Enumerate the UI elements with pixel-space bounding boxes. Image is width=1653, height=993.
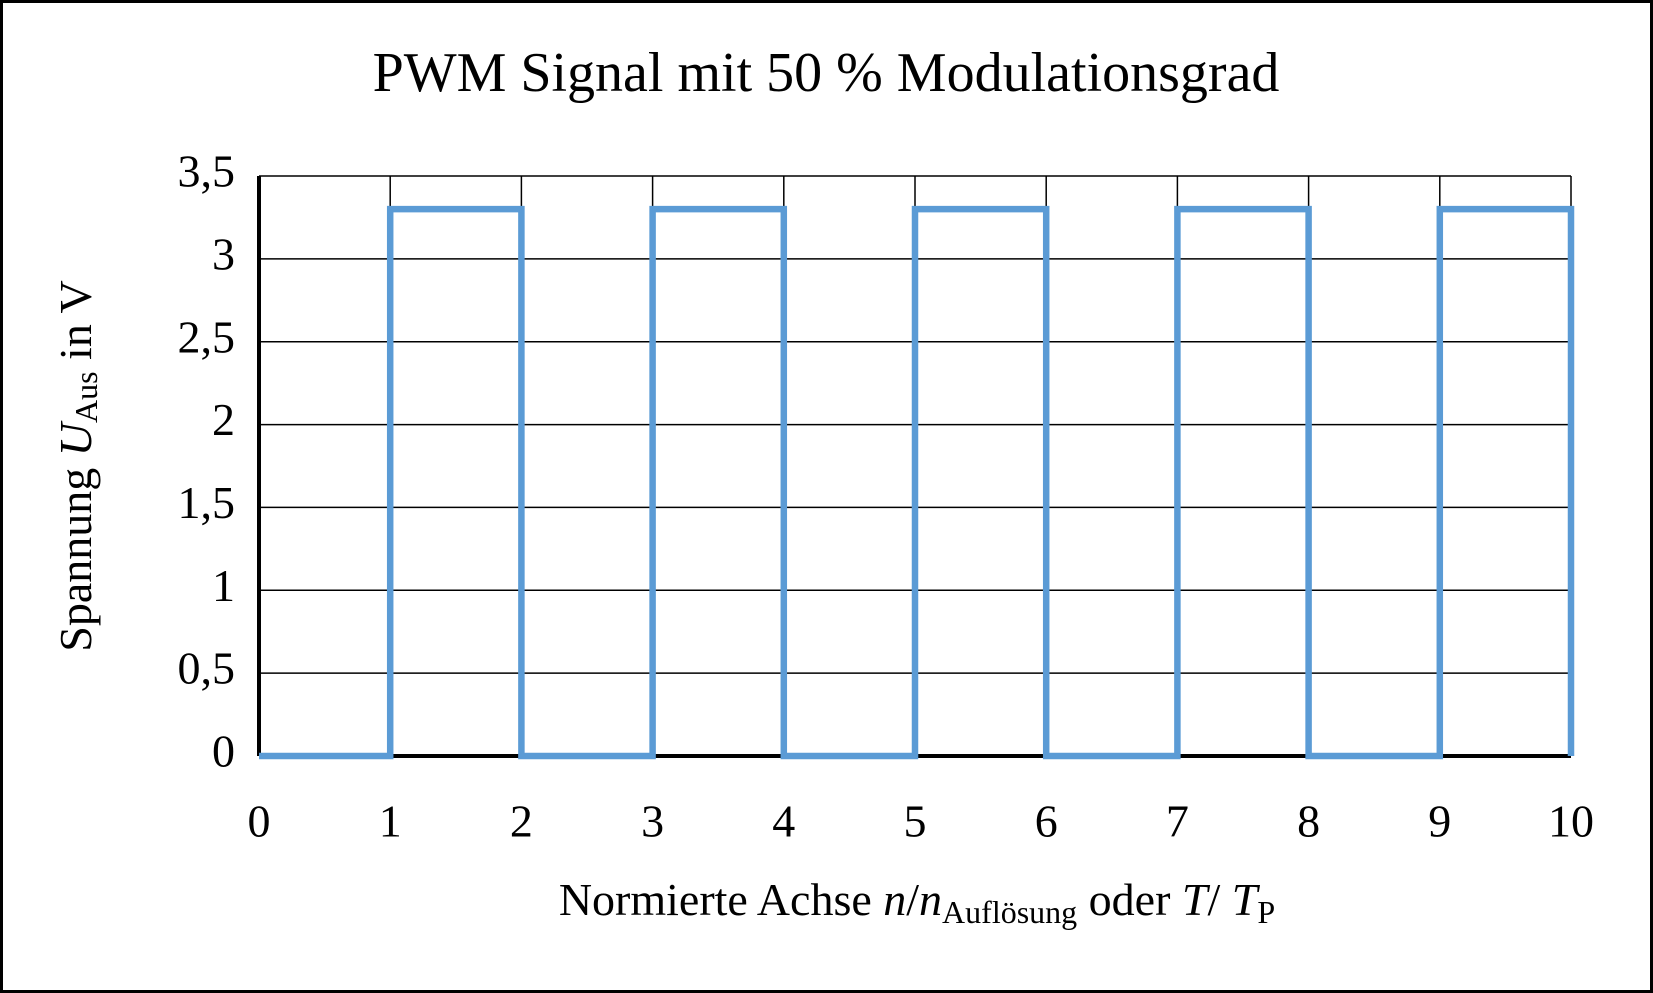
label-part: P <box>1257 894 1275 930</box>
label-part: n <box>883 874 906 925</box>
label-part: T <box>1182 874 1211 925</box>
y-tick-label: 1 <box>212 560 235 611</box>
label-part: Aus <box>68 371 104 423</box>
x-tick-label: 6 <box>1035 796 1058 847</box>
x-tick-label: 1 <box>379 796 402 847</box>
x-tick-label: 5 <box>904 796 927 847</box>
x-tick-label: 3 <box>641 796 664 847</box>
label-part: / <box>906 874 919 925</box>
label-part: U <box>50 420 101 456</box>
y-tick-label: 3,5 <box>178 146 236 197</box>
y-tick-label: 2,5 <box>178 311 236 362</box>
y-tick-label: 0 <box>212 726 235 777</box>
signal-line <box>259 205 1575 760</box>
label-part: in V <box>50 280 101 371</box>
y-axis-label: Spannung UAus in V <box>50 280 105 651</box>
chart-title: PWM Signal mit 50 % Modulationsgrad <box>373 42 1280 104</box>
y-tick-label: 3 <box>212 228 235 279</box>
y-tick-label: 0,5 <box>178 643 236 694</box>
x-tick-label: 0 <box>248 796 271 847</box>
label-part: n <box>919 874 942 925</box>
y-tick-label: 2 <box>212 394 235 445</box>
y-tick-label: 1,5 <box>178 477 236 528</box>
x-tick-label: 8 <box>1297 796 1320 847</box>
label-part: Auflösung <box>942 894 1077 930</box>
label-part: / <box>1208 874 1232 925</box>
x-tick-label: 10 <box>1548 796 1594 847</box>
x-tick-label: 7 <box>1166 796 1189 847</box>
x-axis-label: Normierte Achse n/nAuflösung oder T/ TP <box>559 874 1275 931</box>
label-part: Spannung <box>50 456 101 652</box>
label-part: oder <box>1077 874 1182 925</box>
label-part: Normierte Achse <box>559 874 883 925</box>
x-tick-label: 4 <box>772 796 795 847</box>
label-part: T <box>1232 874 1261 925</box>
x-tick-label: 9 <box>1428 796 1451 847</box>
x-tick-label: 2 <box>510 796 533 847</box>
